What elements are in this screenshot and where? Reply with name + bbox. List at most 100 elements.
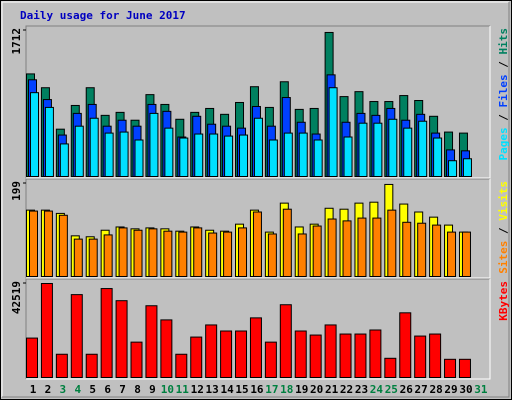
bar	[190, 336, 203, 379]
x-tick-label: 16	[250, 383, 264, 396]
bar	[118, 227, 128, 278]
bar	[388, 118, 398, 177]
bar	[283, 132, 293, 177]
legend: Sites / Visits	[497, 181, 510, 274]
bar	[298, 132, 308, 177]
bar	[43, 210, 53, 277]
bar	[208, 232, 218, 277]
bar	[354, 333, 367, 378]
bar	[433, 137, 443, 178]
x-tick-label: 9	[149, 383, 156, 396]
bar	[55, 353, 68, 378]
bar	[26, 337, 38, 378]
x-tick-label: 13	[206, 383, 219, 396]
legend-entry: Visits	[497, 181, 510, 221]
x-tick-label: 26	[400, 383, 414, 396]
x-tick-label: 18	[280, 383, 293, 396]
x-tick-label: 22	[340, 383, 353, 396]
bar	[399, 312, 412, 379]
bar	[357, 217, 367, 277]
bar	[309, 334, 322, 379]
x-tick-label: 24	[370, 383, 384, 396]
bar	[163, 230, 173, 277]
bar	[89, 117, 99, 177]
bar	[429, 333, 442, 378]
bar	[238, 227, 248, 278]
bar	[444, 358, 457, 378]
bar	[253, 117, 263, 177]
bar	[100, 288, 113, 379]
bar	[205, 324, 218, 379]
x-tick-label: 15	[235, 383, 248, 396]
x-tick-label: 20	[310, 383, 323, 396]
chart-title: Daily usage for June 2017	[20, 9, 186, 22]
x-tick-label: 3	[60, 383, 67, 396]
x-tick-label: 10	[161, 383, 174, 396]
bar	[339, 333, 352, 378]
bar	[193, 227, 203, 278]
bar	[324, 324, 337, 379]
x-tick-label: 14	[220, 383, 234, 396]
bar	[447, 231, 457, 277]
bar	[312, 225, 322, 277]
bar	[164, 127, 174, 177]
bar	[149, 112, 159, 177]
bar	[145, 305, 158, 378]
bar	[414, 335, 427, 378]
x-tick-label: 4	[74, 383, 81, 396]
legend-separator: /	[497, 55, 510, 75]
legend-entry: Hits	[497, 28, 510, 55]
bar	[224, 135, 234, 177]
legend-entry: KBytes	[497, 281, 510, 321]
bar	[458, 358, 471, 378]
x-tick-label: 21	[325, 383, 339, 396]
bar	[461, 231, 471, 277]
panel-frame-light	[26, 26, 491, 179]
panel-frame-light	[26, 179, 491, 279]
x-tick-label: 25	[385, 383, 398, 396]
bar	[239, 134, 249, 178]
legend-entry: Files	[497, 74, 510, 107]
bar	[358, 122, 368, 177]
x-tick-label: 23	[355, 383, 368, 396]
bar	[160, 319, 173, 379]
bar	[432, 224, 442, 278]
bar	[297, 233, 307, 278]
x-tick-label: 6	[104, 383, 111, 396]
bar	[88, 238, 98, 278]
legend: KBytes	[497, 281, 510, 321]
bar	[403, 127, 413, 177]
panel-frame-light	[26, 279, 491, 380]
bar	[70, 294, 83, 378]
bar	[148, 228, 158, 278]
bar	[194, 133, 204, 178]
bar	[252, 211, 262, 277]
bar	[387, 209, 397, 277]
bar	[134, 139, 144, 177]
bar	[402, 221, 412, 277]
bar	[462, 158, 472, 178]
x-tick-label: 7	[119, 383, 126, 396]
bar	[74, 125, 84, 177]
y-tick-label: 199	[10, 181, 23, 201]
bar	[104, 132, 114, 177]
x-tick-label: 29	[444, 383, 457, 396]
bar	[372, 217, 382, 277]
bar	[178, 231, 188, 277]
x-tick-label: 30	[459, 383, 472, 396]
x-tick-label: 1	[30, 383, 37, 396]
bar	[175, 353, 188, 378]
bar	[294, 330, 307, 378]
bar	[369, 329, 382, 379]
bar	[267, 233, 277, 278]
bar	[73, 238, 83, 278]
x-tick-label: 5	[89, 383, 96, 396]
bar	[59, 143, 69, 177]
bar	[29, 210, 38, 277]
bar	[327, 218, 337, 278]
legend: Pages / Files / Hits	[497, 28, 510, 161]
y-tick-label: 42519	[10, 281, 23, 314]
bar	[313, 139, 323, 177]
